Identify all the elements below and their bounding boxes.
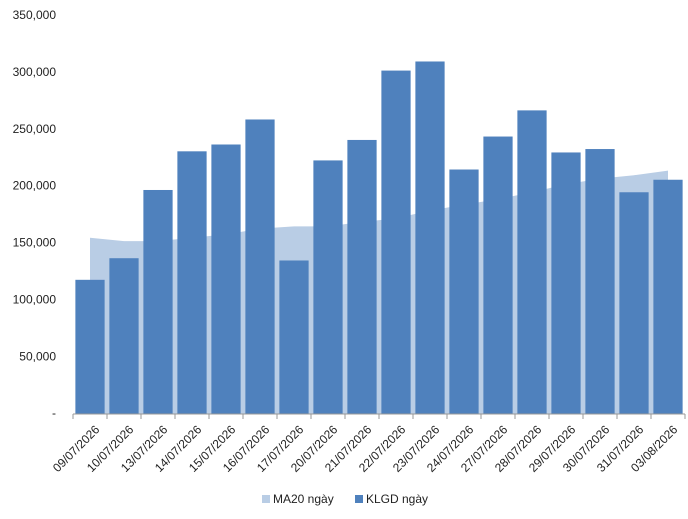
y-tick-label: 350,000 [13,8,57,22]
bar [177,151,207,414]
bar [381,70,411,414]
bar [415,61,445,414]
y-tick-label: 300,000 [13,65,57,79]
bar [211,144,241,415]
y-tick-label: 200,000 [13,179,57,193]
bar [245,119,275,414]
bar [313,160,343,414]
bar [551,152,581,414]
legend-label: KLGD ngày [366,492,428,506]
y-tick-label: 250,000 [13,122,57,136]
y-tick-label: 150,000 [13,236,57,250]
bar [75,279,105,414]
area [90,170,668,414]
bar [653,179,683,414]
bar [517,110,547,414]
bar [279,260,309,414]
bar [619,192,649,414]
y-tick-label: - [52,406,56,420]
legend-swatch [262,495,270,503]
y-tick-label: 100,000 [13,292,57,306]
legend-swatch [355,495,363,503]
legend-label: MA20 ngày [273,492,334,506]
y-tick-label: 50,000 [19,349,56,363]
bar [347,139,377,414]
bar [449,169,479,414]
bar [585,149,615,414]
bar [109,258,139,414]
bar [143,189,173,414]
bar [483,136,513,414]
